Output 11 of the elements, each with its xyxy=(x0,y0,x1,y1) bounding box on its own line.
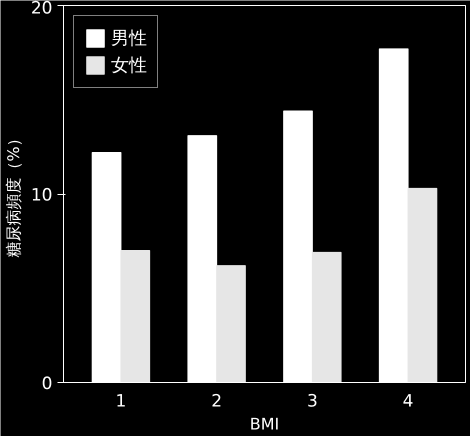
y-tick-label: 20 xyxy=(30,0,53,18)
x-tick-label: 3 xyxy=(306,392,318,412)
x-tick-label: 4 xyxy=(402,392,414,412)
x-axis-title: BMI xyxy=(250,414,280,434)
legend-label: 女性 xyxy=(111,54,147,77)
x-tick-label: 1 xyxy=(116,392,126,412)
y-axis-title: 糖尿病頻度（%） xyxy=(4,130,23,258)
y-tick-label: 10 xyxy=(30,186,53,206)
legend-label: 男性 xyxy=(111,27,147,50)
x-tick-label: 2 xyxy=(211,392,222,412)
y-tick-label: 0 xyxy=(42,374,53,394)
